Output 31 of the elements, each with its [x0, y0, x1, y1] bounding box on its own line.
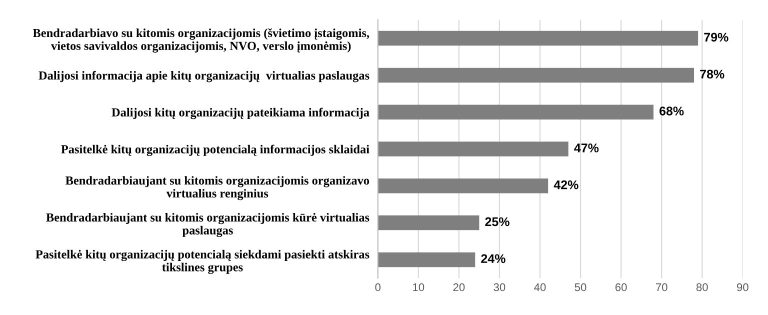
y-tick-label: Dalijosi informacija apie kitų organizacijų virtualias paslaugas [38, 70, 370, 82]
bar [378, 178, 548, 194]
x-tick-label: 50 [574, 283, 586, 292]
bar [378, 142, 568, 156]
x-tick-label: 70 [656, 283, 668, 292]
x-tick-label: 0 [375, 283, 381, 292]
data-label: 68% [659, 106, 684, 116]
data-label: 42% [554, 180, 578, 190]
x-tick-label: 30 [494, 283, 506, 292]
x-tick-label: 20 [453, 283, 465, 292]
bar [378, 252, 476, 268]
bar [378, 215, 480, 230]
bar [378, 68, 694, 83]
x-tick-label: 60 [615, 283, 627, 292]
x-tick-label: 40 [534, 283, 546, 292]
y-tick-label: Pasitelkė kitų organizacijų potencialą siekdami pasiekti atskiras tikslines grupes [36, 250, 370, 274]
data-label: 47% [574, 144, 599, 152]
bar [378, 104, 654, 120]
y-tick-label: Bendradarbiavo su kitomis organizacijomis (švietimo įstaigomis, vietos savivaldos organizacijomis, NVO, verslo įmonėmis) [32, 28, 370, 53]
bar [378, 30, 698, 46]
data-label: 25% [485, 217, 510, 226]
x-tick-label: 80 [696, 283, 708, 292]
y-tick-label: Bendradarbiaujant su kitomis organizacijomis organizavo virtualius renginius [66, 176, 370, 200]
y-tick-label: Bendradarbiaujant su kitomis organizacijomis kūrė virtualias paslaugas [46, 212, 370, 238]
data-label: 78% [700, 70, 724, 79]
data-label: 24% [481, 254, 506, 264]
x-tick-label: 90 [737, 283, 748, 292]
y-tick-label: Pasitelkė kitų organizacijų potencialą informacijos sklaidai [61, 144, 370, 156]
y-tick-label: Dalijosi kitų organizacijų pateikiama informacija [112, 108, 370, 120]
x-tick-label: 10 [413, 283, 424, 292]
data-label: 79% [704, 32, 728, 42]
